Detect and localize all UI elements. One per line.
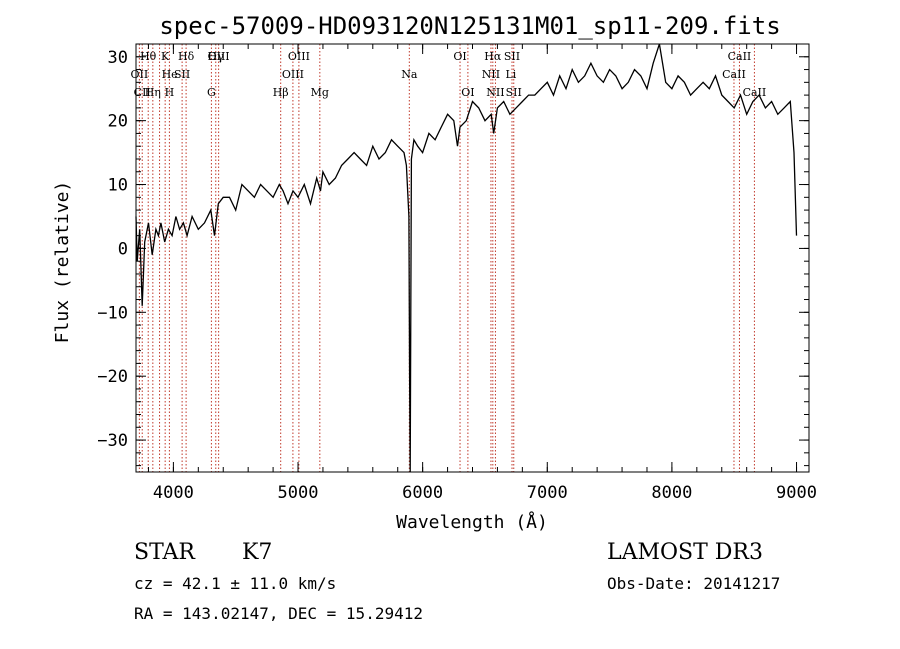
y-tick-label: 10 <box>108 176 128 196</box>
line-label: NII <box>482 68 500 81</box>
observation-date: Obs-Date: 20141217 <box>607 574 781 593</box>
x-axis-label: Wavelength (Å) <box>396 511 548 533</box>
object-class: STAR <box>134 540 195 565</box>
spectral-subclass: K7 <box>242 540 273 565</box>
line-label: OIII <box>288 50 310 63</box>
line-label: CaII <box>728 50 752 63</box>
axis-ticks: 4000 5000 6000 7000 8000 9000 −30 −20 −10 0 10 20 30 <box>97 43 817 503</box>
survey-name: LAMOST DR3 <box>607 540 763 565</box>
line-label: SII <box>506 86 522 99</box>
line-label: OI <box>461 86 474 99</box>
line-label: NII <box>486 86 504 99</box>
y-tick-label: 30 <box>108 48 128 68</box>
line-label: G <box>207 86 216 99</box>
line-label: CII <box>134 86 151 99</box>
y-tick-label: 20 <box>108 112 128 132</box>
line-label: CaII <box>722 68 746 81</box>
plot-frame <box>135 43 810 473</box>
x-tick-label: 7000 <box>527 483 568 503</box>
line-label: Hγ <box>208 50 225 63</box>
x-tick-label: 8000 <box>651 483 692 503</box>
line-label: OIII <box>282 68 304 81</box>
line-label: Hα <box>484 50 502 63</box>
line-label: Na <box>401 68 418 81</box>
line-label: OI <box>453 50 466 63</box>
coordinates: RA = 143.02147, DEC = 15.29412 <box>134 604 423 623</box>
chart-title: spec-57009-HD093120N125131M01_sp11-209.f… <box>159 12 780 40</box>
line-label: OIII <box>208 50 230 63</box>
x-tick-label: 5000 <box>278 483 319 503</box>
y-axis-label: Flux (relative) <box>52 181 73 344</box>
line-label: SII <box>174 68 190 81</box>
line-label: Hβ <box>273 86 289 99</box>
spectral-line-markers <box>138 44 755 472</box>
line-label: Mg <box>311 86 329 99</box>
x-tick-label: 6000 <box>402 483 443 503</box>
y-tick-label: −20 <box>97 367 128 387</box>
x-tick-label: 9000 <box>776 483 817 503</box>
y-tick-label: 0 <box>118 239 128 259</box>
y-tick-label: −30 <box>97 431 128 451</box>
line-label: SII <box>504 50 520 63</box>
line-label: Hθ <box>140 50 157 63</box>
line-label: CaII <box>743 86 767 99</box>
line-label: Hη <box>145 86 161 99</box>
x-tick-label: 4000 <box>153 483 194 503</box>
line-label: K <box>161 50 170 63</box>
redshift-cz: cz = 42.1 ± 11.0 km/s <box>134 574 337 593</box>
line-label: H <box>165 86 175 99</box>
y-tick-label: −10 <box>97 303 128 323</box>
line-label: Hδ <box>178 50 195 63</box>
line-label: OII <box>131 68 149 81</box>
line-label: He <box>162 68 178 81</box>
line-label: Li <box>505 68 516 81</box>
spectrum-trace <box>135 43 798 473</box>
